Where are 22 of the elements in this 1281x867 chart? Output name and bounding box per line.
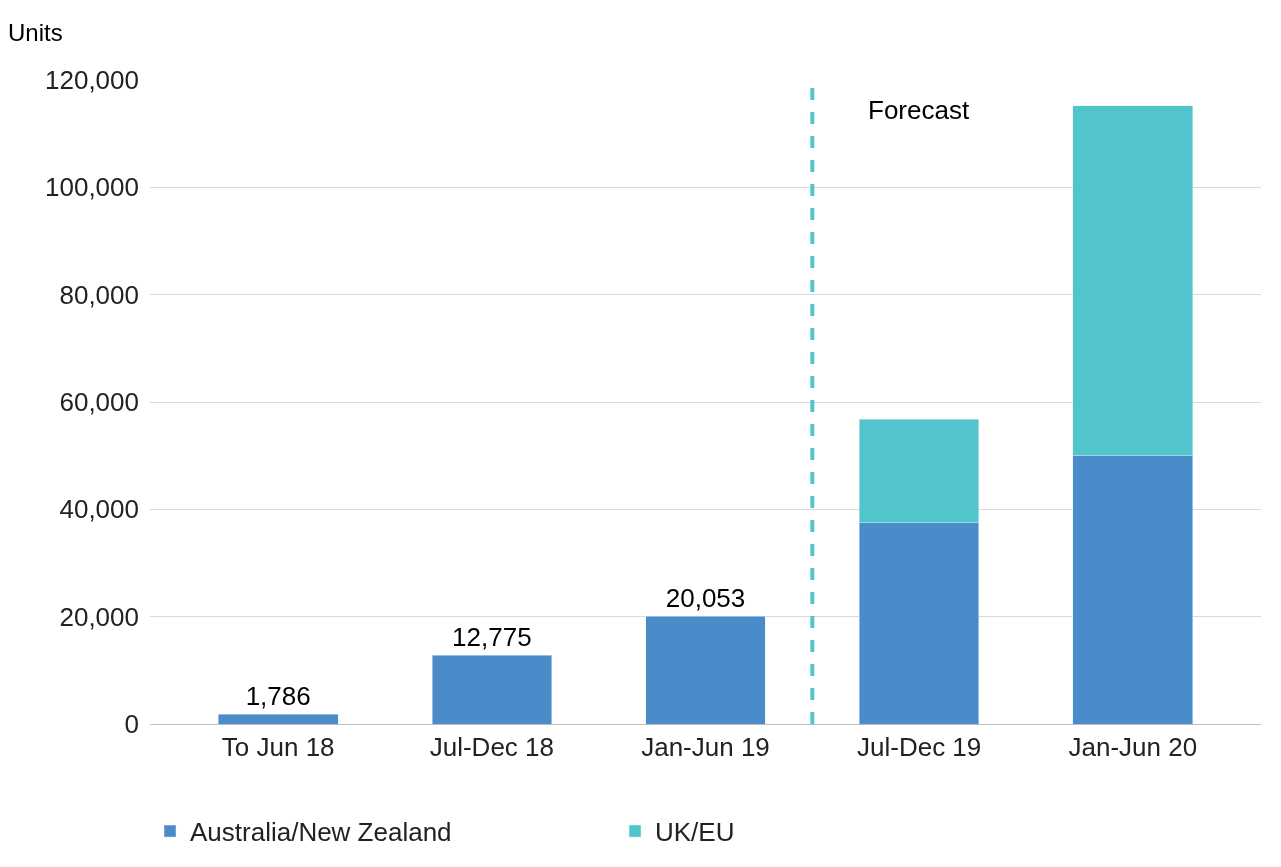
y-tick-label: 80,000	[59, 279, 139, 310]
y-tick-label: 20,000	[59, 601, 139, 632]
bar	[645, 616, 766, 724]
legend-label: UK/EU	[655, 817, 735, 848]
y-tick-label: 0	[124, 709, 139, 740]
y-tick-label: 40,000	[59, 494, 139, 525]
data-label: 20,053	[665, 583, 746, 614]
ref-line-label: Forecast	[868, 95, 970, 125]
data-label: 12,775	[452, 622, 532, 653]
legend-label: Australia/New Zealand	[190, 817, 452, 848]
y-tick-label: 100,000	[45, 172, 139, 203]
x-tick-label: Jan-Jun 20	[1068, 732, 1198, 763]
x-tick-label: Jul-Dec 18	[429, 732, 554, 763]
x-tick-label: Jan-Jun 19	[641, 732, 770, 763]
bar	[431, 655, 552, 724]
y-tick-label: 120,000	[45, 65, 139, 96]
y-axis-title: Units	[8, 19, 63, 46]
x-tick-label: To Jun 18	[221, 732, 335, 763]
data-label: 1,786	[245, 681, 311, 712]
bar	[218, 714, 339, 724]
y-tick-label: 60,000	[59, 387, 139, 418]
x-tick-label: Jul-Dec 19	[857, 732, 982, 763]
